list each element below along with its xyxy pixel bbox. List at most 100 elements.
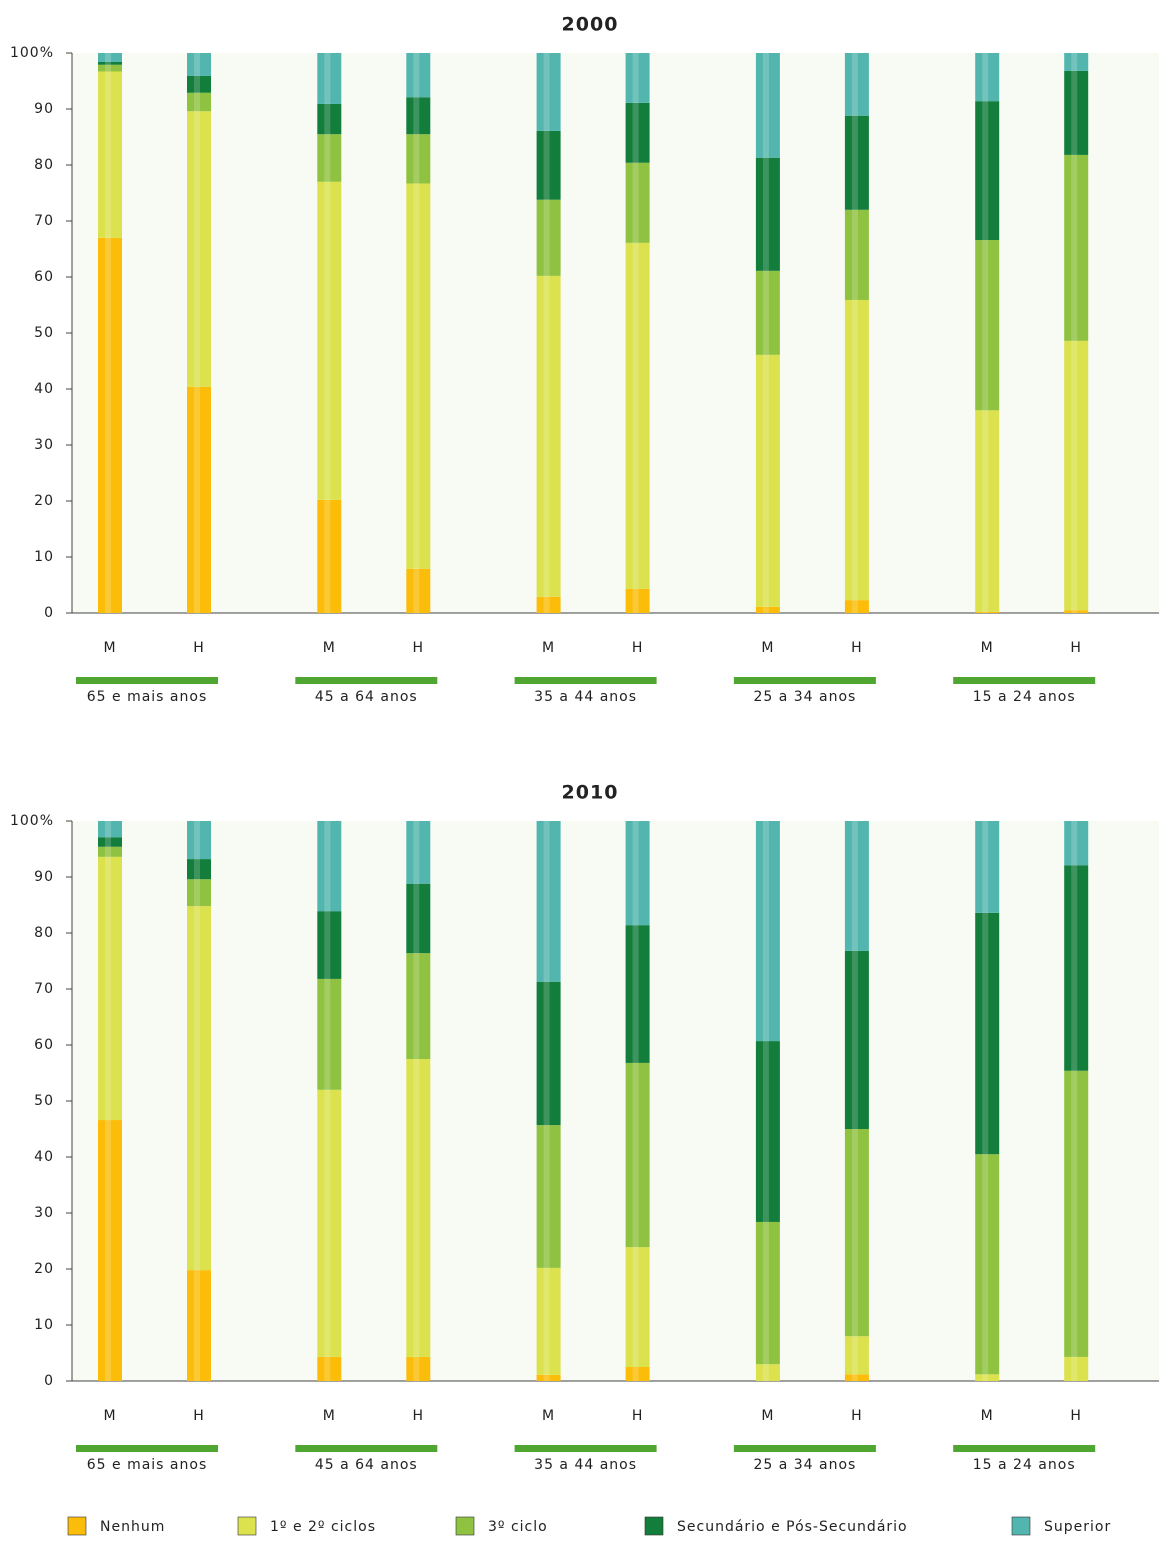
bar-segment	[975, 821, 1000, 913]
x-tick-label: H	[193, 1408, 205, 1424]
bar-segment	[536, 981, 561, 1126]
bar-segment	[1064, 340, 1089, 611]
y-tick-label: 90	[34, 101, 54, 117]
group-bar	[76, 677, 218, 684]
bar-segment	[625, 588, 650, 613]
y-tick-label: 100%	[10, 813, 54, 829]
bar-segment	[975, 410, 1000, 612]
bar-segment	[187, 111, 211, 387]
bar-segment	[1064, 610, 1089, 613]
bar-segment	[536, 821, 561, 982]
bar-shine	[632, 821, 639, 1381]
legend-swatch	[455, 1516, 475, 1536]
group-label: 15 a 24 anos	[973, 689, 1076, 705]
group-bar	[953, 677, 1096, 684]
bar-segment	[98, 821, 122, 838]
group-bar	[295, 677, 438, 684]
bar-segment	[406, 953, 431, 1059]
bar-segment	[625, 102, 650, 163]
bar-segment	[98, 846, 122, 857]
x-tick-label: M	[981, 640, 994, 656]
bar-segment	[975, 1374, 1000, 1381]
bar-shine	[762, 821, 769, 1381]
bar-segment	[975, 1154, 1000, 1375]
bar-segment	[406, 53, 431, 98]
legend-swatch	[1011, 1516, 1031, 1536]
bar-segment	[317, 821, 342, 912]
legend-label: Nenhum	[100, 1519, 165, 1535]
bar-segment	[187, 859, 211, 880]
y-tick-label: 70	[34, 213, 54, 229]
group-label: 45 a 64 anos	[315, 1457, 418, 1473]
y-tick-label: 10	[34, 549, 54, 565]
legend-swatch	[67, 1516, 87, 1536]
bar-segment	[187, 386, 211, 613]
legend-label: Superior	[1044, 1519, 1111, 1535]
bar-segment	[1064, 154, 1089, 341]
bar-segment	[755, 354, 780, 607]
bar-segment	[536, 1125, 561, 1268]
legend-label: 1º e 2º ciclos	[270, 1519, 376, 1535]
x-tick-label: H	[851, 640, 863, 656]
bar-segment	[317, 978, 342, 1090]
bar-segment	[317, 181, 342, 500]
x-tick-label: H	[413, 1408, 425, 1424]
x-tick-label: M	[323, 640, 336, 656]
bar-segment	[844, 821, 869, 951]
bar-shine	[105, 53, 111, 613]
bar-segment	[975, 53, 1000, 102]
x-tick-label: H	[1070, 640, 1082, 656]
chart-title: 2000	[562, 14, 619, 36]
bar-segment	[625, 1062, 650, 1248]
bar-shine	[1071, 53, 1078, 613]
bar-segment	[844, 950, 869, 1129]
bar-shine	[324, 821, 331, 1381]
bar-segment	[625, 1247, 650, 1367]
bar-segment	[536, 199, 561, 276]
bar-shine	[543, 821, 550, 1381]
bar-segment	[1064, 865, 1089, 1071]
bar-segment	[317, 134, 342, 182]
group-label: 25 a 34 anos	[753, 689, 856, 705]
bar-segment	[625, 821, 650, 926]
bar-segment	[187, 1270, 211, 1381]
bar-segment	[844, 299, 869, 601]
x-tick-label: H	[632, 640, 644, 656]
y-tick-label: 50	[34, 325, 54, 341]
bar-segment	[317, 1356, 342, 1381]
bar-segment	[98, 237, 122, 614]
x-tick-label: M	[323, 1408, 336, 1424]
bar-shine	[632, 53, 639, 613]
x-tick-label: M	[103, 640, 116, 656]
bar-segment	[844, 115, 869, 210]
bar-segment	[406, 568, 431, 613]
bar-segment	[98, 64, 122, 72]
y-tick-label: 100%	[10, 45, 54, 61]
bar-shine	[762, 53, 769, 613]
bar-segment	[98, 837, 122, 847]
bar-shine	[194, 821, 200, 1381]
bar-segment	[625, 1367, 650, 1381]
bar-segment	[975, 101, 1000, 241]
x-tick-label: H	[193, 640, 205, 656]
bar-segment	[187, 75, 211, 93]
bar-shine	[982, 53, 989, 613]
bar-segment	[187, 906, 211, 1271]
legend-label: 3º ciclo	[488, 1519, 548, 1535]
y-tick-label: 20	[34, 1261, 54, 1277]
group-bar	[514, 677, 657, 684]
bar-segment	[1064, 821, 1089, 866]
group-label: 65 e mais anos	[87, 689, 208, 705]
x-tick-label: M	[981, 1408, 994, 1424]
x-tick-label: H	[1070, 1408, 1082, 1424]
bar-segment	[844, 1374, 869, 1381]
bar-shine	[413, 821, 420, 1381]
bar-shine	[194, 53, 200, 613]
group-label: 15 a 24 anos	[973, 1457, 1076, 1473]
bar-segment	[625, 242, 650, 589]
bar-segment	[755, 270, 780, 355]
y-tick-label: 0	[44, 1373, 54, 1389]
bar-segment	[755, 821, 780, 1042]
bar-segment	[187, 821, 211, 860]
bar-segment	[536, 130, 561, 200]
